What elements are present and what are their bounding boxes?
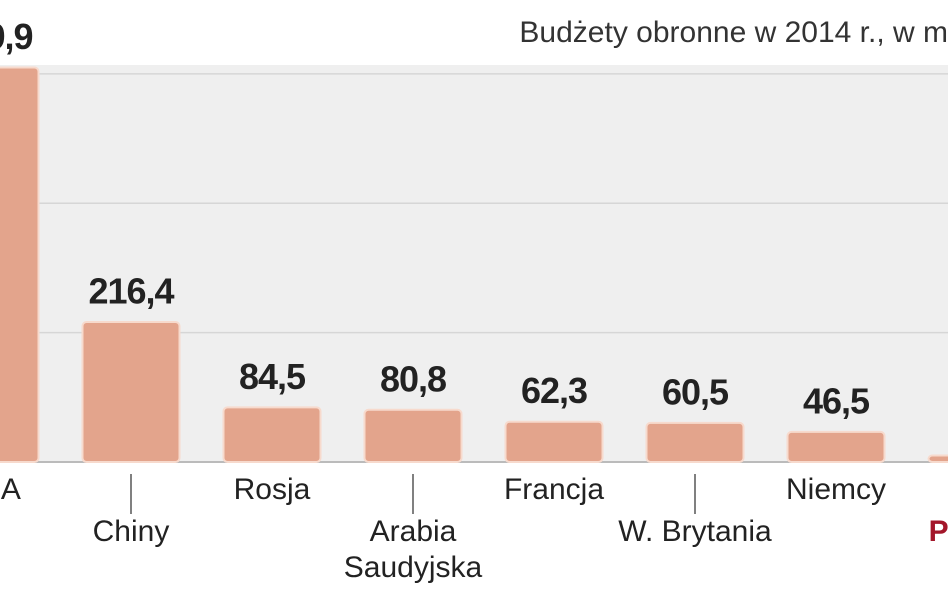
bar (786, 430, 886, 463)
chart-title: Budżety obronne w 2014 r., w m (519, 16, 948, 49)
bar (363, 408, 463, 463)
bar (222, 406, 322, 464)
bar (0, 66, 40, 463)
bar (504, 420, 604, 463)
value-label: 46,5 (803, 380, 870, 421)
value-label: 84,5 (239, 356, 306, 397)
category-label: W. Brytania (618, 515, 772, 548)
category-label: Chiny (92, 515, 170, 548)
bar (81, 321, 181, 463)
category-label: Niemcy (785, 473, 886, 506)
value-label: 62,3 (521, 370, 587, 411)
value-label: 609,9 (0, 16, 33, 57)
category-label: Francja (503, 473, 605, 506)
bar (927, 454, 948, 463)
category-label: Rosja (233, 473, 311, 506)
category-label: Polska (928, 515, 948, 548)
value-label: 216,4 (88, 271, 174, 312)
value-label: 60,5 (662, 371, 729, 412)
category-label: Arabia Saudyjska (343, 515, 483, 584)
value-label: 80,8 (380, 358, 446, 399)
category-label: USA (0, 473, 21, 506)
bar (645, 421, 745, 463)
